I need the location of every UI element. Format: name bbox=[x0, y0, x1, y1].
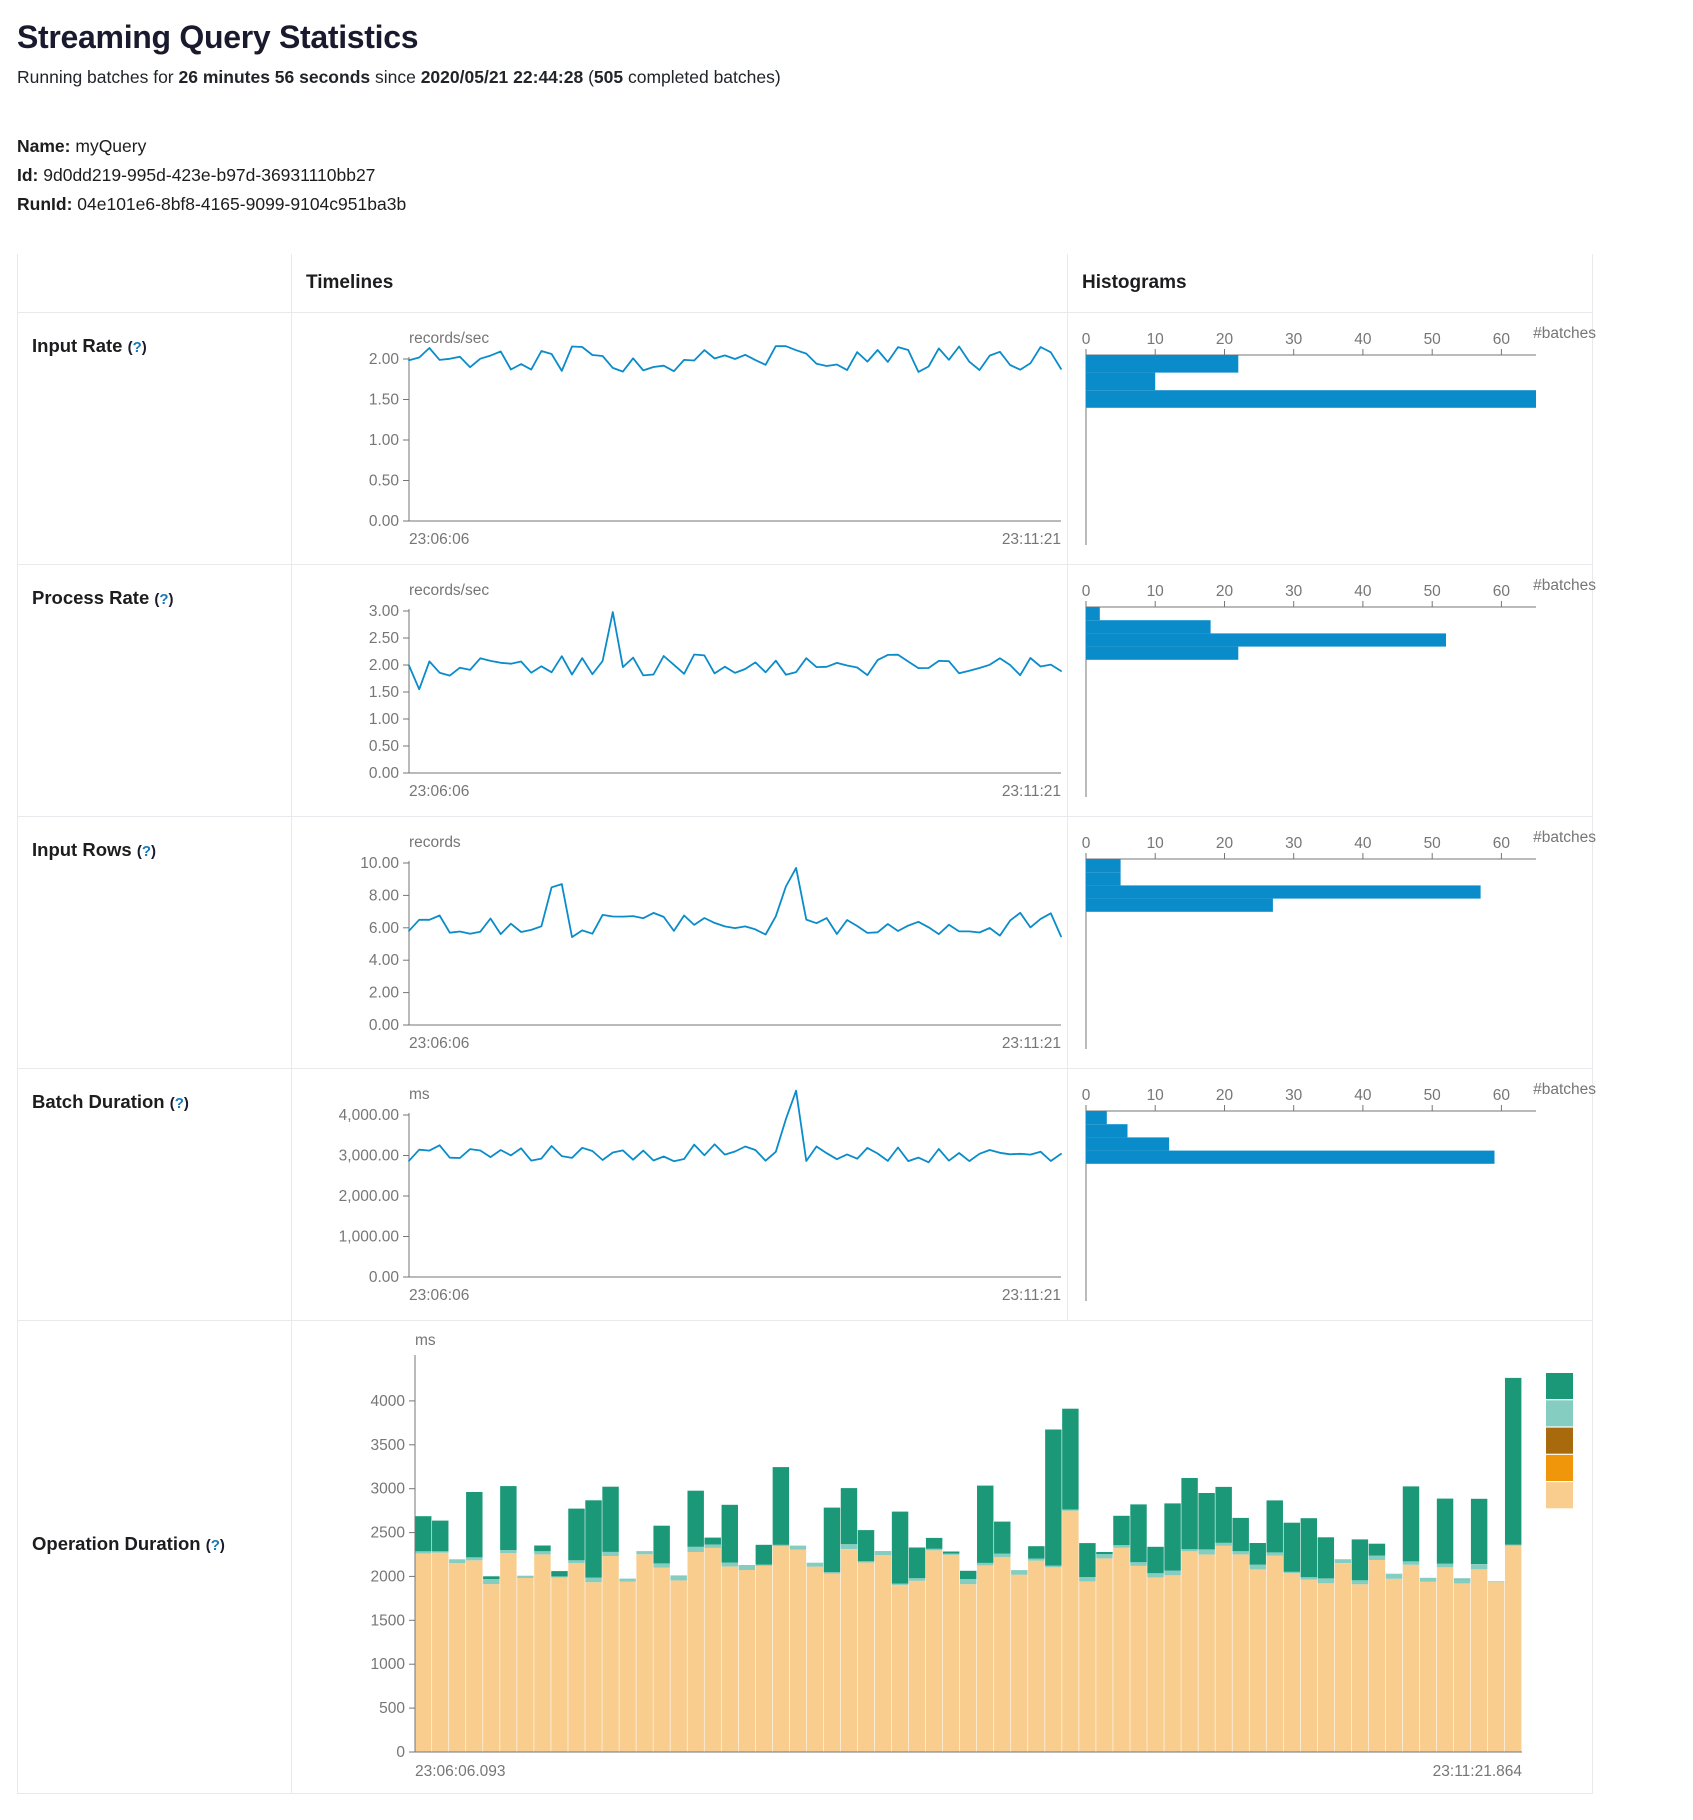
svg-text:20: 20 bbox=[1216, 1087, 1234, 1104]
svg-text:20: 20 bbox=[1216, 583, 1234, 600]
svg-text:500: 500 bbox=[379, 1700, 405, 1717]
svg-text:0: 0 bbox=[1082, 835, 1091, 852]
svg-text:4.00: 4.00 bbox=[369, 952, 400, 969]
svg-text:40: 40 bbox=[1354, 1087, 1372, 1104]
svg-text:1,000.00: 1,000.00 bbox=[339, 1229, 400, 1246]
svg-text:20: 20 bbox=[1216, 835, 1234, 852]
svg-text:2000: 2000 bbox=[371, 1568, 406, 1585]
svg-text:60: 60 bbox=[1493, 583, 1511, 600]
svg-text:30: 30 bbox=[1285, 835, 1303, 852]
svg-text:23:11:21: 23:11:21 bbox=[1002, 1035, 1061, 1052]
svg-text:3000: 3000 bbox=[371, 1481, 406, 1498]
svg-text:23:11:21: 23:11:21 bbox=[1002, 1287, 1061, 1304]
svg-text:40: 40 bbox=[1354, 331, 1372, 348]
svg-text:40: 40 bbox=[1354, 835, 1372, 852]
svg-text:0: 0 bbox=[1082, 583, 1091, 600]
svg-text:1000: 1000 bbox=[371, 1656, 406, 1673]
svg-text:4,000.00: 4,000.00 bbox=[339, 1107, 400, 1124]
svg-text:50: 50 bbox=[1424, 835, 1442, 852]
svg-text:0: 0 bbox=[396, 1744, 405, 1761]
svg-text:60: 60 bbox=[1493, 1087, 1511, 1104]
svg-text:2,000.00: 2,000.00 bbox=[339, 1188, 400, 1205]
svg-text:1.50: 1.50 bbox=[369, 684, 400, 701]
svg-text:1.00: 1.00 bbox=[369, 711, 400, 728]
svg-text:10: 10 bbox=[1147, 583, 1165, 600]
svg-text:23:11:21.864: 23:11:21.864 bbox=[1433, 1763, 1523, 1780]
svg-text:0.00: 0.00 bbox=[369, 765, 400, 782]
svg-text:23:11:21: 23:11:21 bbox=[1002, 783, 1061, 800]
svg-text:1.00: 1.00 bbox=[369, 432, 400, 449]
svg-text:records/sec: records/sec bbox=[409, 582, 489, 599]
svg-text:23:06:06: 23:06:06 bbox=[409, 783, 469, 800]
svg-text:1500: 1500 bbox=[371, 1612, 406, 1629]
svg-text:ms: ms bbox=[409, 1086, 430, 1103]
svg-text:#batches: #batches bbox=[1533, 325, 1596, 342]
svg-text:8.00: 8.00 bbox=[369, 887, 400, 904]
svg-text:30: 30 bbox=[1285, 331, 1303, 348]
svg-text:50: 50 bbox=[1424, 1087, 1442, 1104]
svg-text:10: 10 bbox=[1147, 1087, 1165, 1104]
svg-text:2.50: 2.50 bbox=[369, 630, 400, 647]
svg-text:4000: 4000 bbox=[371, 1393, 406, 1410]
svg-text:10: 10 bbox=[1147, 835, 1165, 852]
svg-text:3,000.00: 3,000.00 bbox=[339, 1148, 400, 1165]
svg-text:30: 30 bbox=[1285, 583, 1303, 600]
svg-text:30: 30 bbox=[1285, 1087, 1303, 1104]
svg-text:2.00: 2.00 bbox=[369, 657, 400, 674]
svg-text:0: 0 bbox=[1082, 1087, 1091, 1104]
svg-text:records/sec: records/sec bbox=[409, 330, 489, 347]
svg-text:50: 50 bbox=[1424, 331, 1442, 348]
svg-text:0.00: 0.00 bbox=[369, 513, 400, 530]
svg-text:2.00: 2.00 bbox=[369, 985, 400, 1002]
svg-text:0: 0 bbox=[1082, 331, 1091, 348]
svg-text:60: 60 bbox=[1493, 835, 1511, 852]
svg-text:2.00: 2.00 bbox=[369, 351, 400, 368]
svg-text:1.50: 1.50 bbox=[369, 392, 400, 409]
svg-text:records: records bbox=[409, 834, 461, 851]
svg-text:ms: ms bbox=[415, 1332, 436, 1349]
svg-text:23:11:21: 23:11:21 bbox=[1002, 531, 1061, 548]
svg-text:20: 20 bbox=[1216, 331, 1234, 348]
svg-text:#batches: #batches bbox=[1533, 829, 1596, 846]
svg-text:0.50: 0.50 bbox=[369, 738, 400, 755]
svg-text:50: 50 bbox=[1424, 583, 1442, 600]
svg-text:6.00: 6.00 bbox=[369, 920, 400, 937]
svg-text:23:06:06: 23:06:06 bbox=[409, 531, 469, 548]
svg-text:0.00: 0.00 bbox=[369, 1017, 400, 1034]
svg-text:0.00: 0.00 bbox=[369, 1269, 400, 1286]
svg-text:2500: 2500 bbox=[371, 1525, 406, 1542]
svg-text:60: 60 bbox=[1493, 331, 1511, 348]
svg-text:10.00: 10.00 bbox=[360, 855, 399, 872]
svg-text:23:06:06: 23:06:06 bbox=[409, 1035, 469, 1052]
svg-text:0.50: 0.50 bbox=[369, 473, 400, 490]
svg-text:3.00: 3.00 bbox=[369, 603, 400, 620]
svg-text:10: 10 bbox=[1147, 331, 1165, 348]
svg-text:3500: 3500 bbox=[371, 1437, 406, 1454]
svg-text:23:06:06: 23:06:06 bbox=[409, 1287, 469, 1304]
svg-text:#batches: #batches bbox=[1533, 577, 1596, 594]
svg-text:23:06:06.093: 23:06:06.093 bbox=[415, 1763, 506, 1780]
svg-text:40: 40 bbox=[1354, 583, 1372, 600]
svg-text:#batches: #batches bbox=[1533, 1081, 1596, 1098]
